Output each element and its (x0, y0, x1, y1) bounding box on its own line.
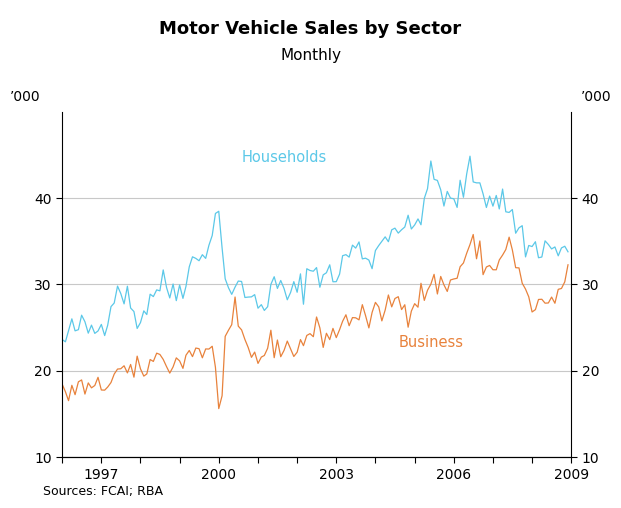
Text: Business: Business (398, 335, 463, 350)
Text: ’000: ’000 (581, 90, 611, 104)
Text: Households: Households (242, 150, 327, 165)
Text: ’000: ’000 (10, 90, 40, 104)
Text: Sources: FCAI; RBA: Sources: FCAI; RBA (43, 485, 163, 498)
Text: Motor Vehicle Sales by Sector: Motor Vehicle Sales by Sector (160, 20, 461, 38)
Text: Monthly: Monthly (280, 48, 341, 64)
